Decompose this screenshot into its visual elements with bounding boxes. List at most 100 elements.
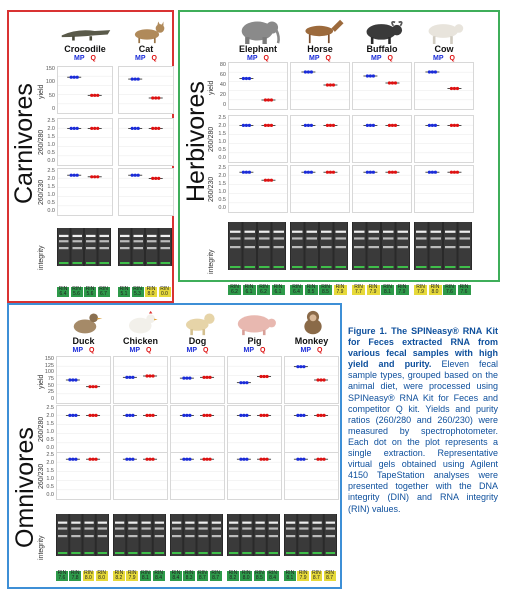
q-data-point (325, 83, 330, 87)
badge-prefix: RIN (230, 284, 239, 290)
badge-value: 8.7 (312, 575, 320, 581)
badge-value: 8.4 (155, 575, 163, 581)
mp-data-point (309, 70, 313, 74)
y-tick-label: 1.5 (46, 468, 54, 474)
badge-prefix: RIN (241, 570, 251, 576)
q-data-point (265, 413, 269, 417)
badge-prefix: RIN (354, 284, 363, 290)
q-data-point (387, 170, 392, 174)
badge-value: 8.5 (322, 289, 329, 295)
mp-data-point (185, 457, 189, 461)
y-tick-label: 150 (45, 66, 55, 72)
integrity-badge: RIN 7.9 (414, 285, 427, 295)
q-data-point (262, 457, 266, 461)
mp-data-point (239, 413, 243, 417)
q-data-point (393, 123, 398, 127)
horse-icon (295, 18, 347, 44)
y-axis-yield: 150 125 100 75 50 25 0 (40, 356, 54, 402)
q-data-point (316, 413, 320, 417)
herbivores-panel (178, 10, 500, 282)
mp-data-point (69, 75, 73, 79)
y-tick-label: 0.0 (218, 205, 226, 211)
badge-prefix: RIN (244, 284, 254, 290)
badge-prefix: RIN (268, 570, 277, 576)
q-data-point (88, 385, 92, 389)
mp-data-point (296, 413, 300, 417)
y-tick-label: 80 (219, 62, 226, 68)
q-data-point (145, 413, 149, 417)
caption-body: Eleven fecal sample types, grouped based… (348, 359, 498, 514)
q-data-point (259, 457, 263, 461)
method-labels: MP Q (56, 347, 111, 354)
q-data-point (452, 86, 457, 91)
integrity-badge: RIN 8.7 (310, 571, 323, 581)
mp-data-point (245, 381, 249, 385)
y-tick-label: 0.0 (218, 155, 226, 161)
mp-data-point (68, 378, 72, 382)
mp-data-point (365, 74, 369, 78)
mp-data-point (241, 123, 245, 127)
method-labels: MP Q (113, 347, 168, 354)
integrity-badge: RIN 8.4 (266, 570, 279, 581)
badge-prefix: RIN (119, 286, 129, 292)
mp-data-point (430, 123, 434, 127)
badge-value: 6.4 (293, 289, 300, 295)
badge-prefix: RIN (445, 284, 454, 290)
y-tick-label: 2.5 (218, 115, 226, 121)
badge-prefix: RIN (154, 570, 163, 576)
animal-name: Monkey (294, 336, 329, 346)
q-label: Q (387, 55, 393, 62)
plot-r280 (113, 405, 168, 453)
integrity-badge: RIN 5.6 (70, 287, 83, 297)
mp-data-point (136, 173, 140, 177)
badge-prefix: RIN (70, 570, 80, 576)
badge-value: 6.1 (274, 289, 282, 295)
animal-column: Pig MP Q (227, 310, 282, 354)
q-label: Q (203, 347, 209, 354)
row-label-yield: yield (208, 80, 215, 95)
animal-name: Cat (138, 44, 154, 54)
integrity-badge: RIN 0.0 (158, 287, 171, 297)
duck-icon (59, 310, 111, 336)
plot-yield (113, 356, 168, 404)
y-axis-r230: 2.5 2.0 1.5 1.0 0.5 0.0 (41, 168, 55, 214)
y-axis-yield: 150 100 50 0 (41, 66, 55, 112)
y-tick-label: 100 (44, 369, 54, 376)
badge-value: 7.9 (336, 289, 344, 295)
y-tick-label: 0.5 (46, 484, 54, 490)
badge-prefix: RIN (255, 570, 264, 576)
q-data-point (322, 457, 326, 461)
badge-value: 7.6 (446, 289, 453, 295)
integrity-badge: RIN 8.7 (323, 571, 336, 581)
mp-data-point (242, 413, 246, 417)
q-data-point (96, 175, 100, 179)
integrity-badge: RIN 7.9 (126, 571, 138, 581)
badge-value: 6.4 (59, 291, 67, 297)
animal-name: Crocodile (64, 44, 106, 54)
virtual-gel (414, 222, 472, 270)
mp-data-point (128, 375, 132, 379)
y-tick-label: 0.5 (47, 150, 55, 156)
integrity-badge: RIN 7.9 (395, 285, 409, 295)
crocodile-icon (60, 18, 112, 44)
badge-value: 7.6 (58, 575, 66, 581)
row-label-r230: 260/230 (38, 463, 45, 489)
mp-data-point (71, 413, 75, 417)
q-data-point (263, 178, 268, 182)
row-label-yield: yield (38, 374, 45, 389)
badge-value: 8.7 (212, 575, 220, 581)
integrity-badge: RIN 8.1 (139, 571, 152, 581)
mp-data-point (245, 413, 249, 417)
plot-r280 (57, 118, 113, 166)
q-data-point (90, 175, 94, 179)
q-data-point (151, 176, 155, 180)
q-data-point (390, 170, 395, 174)
mp-data-point (72, 75, 76, 79)
plot-r230 (284, 452, 339, 500)
virtual-gel (227, 514, 280, 556)
plot-r230 (352, 165, 412, 213)
method-labels: MP Q (227, 347, 282, 354)
q-data-point (157, 126, 161, 130)
row-label-r230: 260/230 (38, 179, 45, 205)
integrity-badge: RIN 8.1 (381, 285, 394, 295)
